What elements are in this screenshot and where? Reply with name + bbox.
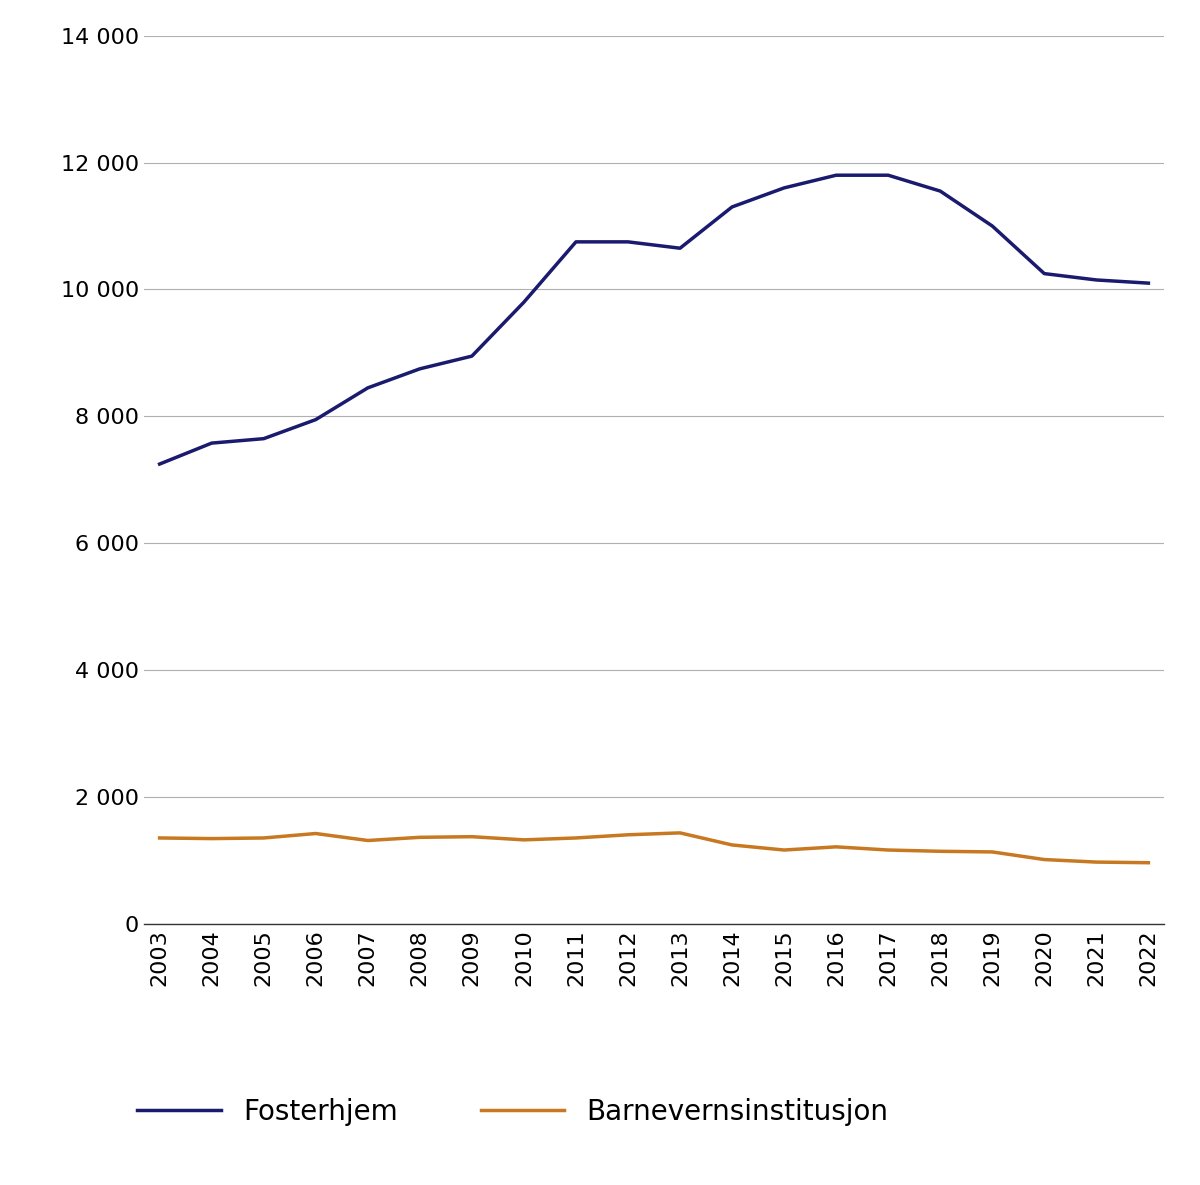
Fosterhjem — [1037, 267, 1051, 281]
Fosterhjem — [308, 412, 323, 427]
Fosterhjem — [985, 219, 1000, 233]
Barnevernsinstitusjon — [204, 832, 218, 846]
Barnevernsinstitusjon — [308, 826, 323, 840]
Barnevernsinstitusjon — [829, 840, 844, 854]
Fosterhjem — [881, 168, 895, 182]
Fosterhjem — [829, 168, 844, 182]
Barnevernsinstitusjon — [413, 831, 427, 845]
Legend: Fosterhjem, Barnevernsinstitusjon: Fosterhjem, Barnevernsinstitusjon — [138, 1098, 889, 1126]
Barnevernsinstitusjon — [620, 827, 635, 841]
Fosterhjem — [776, 181, 791, 196]
Barnevernsinstitusjon — [569, 831, 583, 845]
Barnevernsinstitusjon — [985, 845, 1000, 859]
Barnevernsinstitusjon — [725, 838, 739, 852]
Fosterhjem — [569, 235, 583, 249]
Barnevernsinstitusjon — [1090, 856, 1104, 870]
Barnevernsinstitusjon — [673, 826, 688, 840]
Fosterhjem — [934, 184, 948, 198]
Fosterhjem — [620, 235, 635, 249]
Fosterhjem — [360, 380, 374, 395]
Fosterhjem — [257, 431, 271, 446]
Fosterhjem — [204, 436, 218, 450]
Barnevernsinstitusjon — [152, 831, 167, 845]
Fosterhjem — [673, 241, 688, 255]
Barnevernsinstitusjon — [776, 843, 791, 857]
Barnevernsinstitusjon — [517, 833, 532, 847]
Barnevernsinstitusjon — [1141, 856, 1156, 870]
Barnevernsinstitusjon — [464, 830, 479, 844]
Barnevernsinstitusjon — [360, 833, 374, 847]
Barnevernsinstitusjon — [1037, 852, 1051, 866]
Barnevernsinstitusjon — [257, 831, 271, 845]
Fosterhjem — [1141, 276, 1156, 290]
Barnevernsinstitusjon — [934, 844, 948, 858]
Fosterhjem — [725, 200, 739, 214]
Fosterhjem — [1090, 273, 1104, 287]
Fosterhjem — [413, 361, 427, 376]
Line: Fosterhjem: Fosterhjem — [160, 175, 1148, 465]
Line: Barnevernsinstitusjon: Barnevernsinstitusjon — [160, 833, 1148, 863]
Barnevernsinstitusjon — [881, 843, 895, 857]
Fosterhjem — [464, 350, 479, 364]
Fosterhjem — [517, 295, 532, 309]
Fosterhjem — [152, 457, 167, 472]
